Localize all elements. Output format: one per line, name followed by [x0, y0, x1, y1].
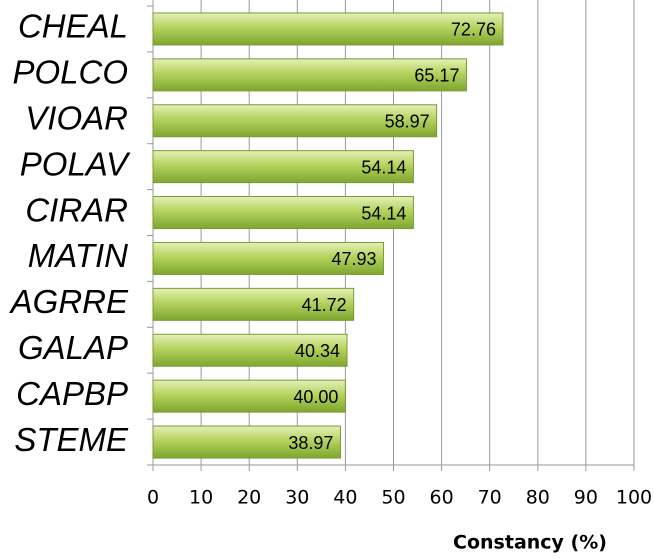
value-label: 72.76	[451, 20, 496, 40]
x-tick-label: 0	[147, 487, 159, 509]
bar	[152, 379, 346, 413]
bar	[152, 333, 348, 367]
x-tick-label: 100	[616, 487, 652, 509]
y-tick-label: AGRRE	[9, 283, 129, 320]
x-tick-label: 20	[237, 487, 261, 509]
bar	[152, 241, 385, 275]
value-label: 41.72	[302, 295, 347, 315]
x-tick-label: 30	[285, 487, 309, 509]
bar	[152, 287, 355, 321]
bar	[152, 12, 504, 46]
y-tick-label: POLCO	[12, 54, 128, 91]
bar	[152, 425, 341, 459]
y-tick-label: CAPBP	[16, 375, 128, 412]
bar	[152, 104, 438, 138]
y-tick-label: VIOAR	[25, 99, 128, 136]
value-label: 54.14	[361, 157, 406, 177]
y-tick-label: CIRAR	[25, 191, 128, 228]
y-tick-label: GALAP	[18, 329, 128, 366]
y-tick-label: POLAV	[20, 145, 131, 182]
value-label: 47.93	[331, 249, 376, 269]
bar	[152, 58, 467, 92]
value-label: 40.00	[293, 387, 338, 407]
value-label: 58.97	[385, 112, 430, 132]
x-tick-label: 50	[381, 487, 405, 509]
x-tick-label: 10	[189, 487, 213, 509]
value-label: 40.34	[295, 341, 340, 361]
x-tick-label: 40	[333, 487, 357, 509]
y-tick-label: CHEAL	[18, 8, 128, 45]
x-tick-label: 60	[430, 487, 454, 509]
bar	[152, 196, 414, 230]
x-tick-label: 80	[526, 487, 550, 509]
y-tick-label: STEME	[14, 421, 129, 458]
x-tick-label: 70	[478, 487, 502, 509]
y-tick-label: MATIN	[28, 237, 128, 274]
value-label: 65.17	[414, 66, 459, 86]
x-tick-label: 90	[574, 487, 598, 509]
x-axis-label: Constancy (%)	[453, 532, 607, 554]
value-label: 38.97	[288, 433, 333, 453]
bar	[152, 150, 414, 184]
value-label: 54.14	[361, 203, 406, 223]
